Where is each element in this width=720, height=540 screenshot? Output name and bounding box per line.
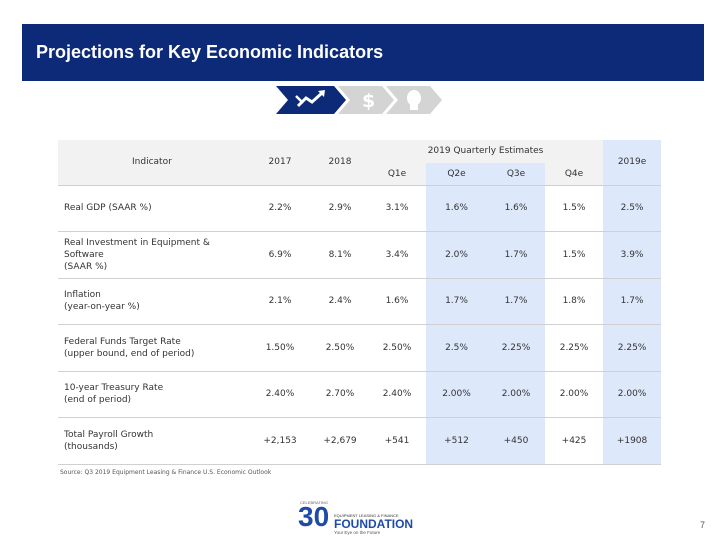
header-indicator: Indicator [58, 140, 248, 186]
cell-2019e: 1.7% [603, 278, 662, 325]
row-indicator: Inflation (year-on-year %) [58, 278, 248, 325]
logo-org-top: EQUIPMENT LEASING & FINANCE [334, 513, 399, 518]
foundation-logo: CELEBRATING 30 EQUIPMENT LEASING & FINAN… [298, 500, 428, 539]
page-title: Projections for Key Economic Indicators [36, 42, 384, 62]
page-number: 7 [700, 520, 706, 530]
cell-2019e: +1908 [603, 417, 662, 465]
table-row: 10-year Treasury Rate (end of period) 2.4… [58, 371, 662, 418]
indicators-table-wrap: Indicator 2017 2018 2019 Quarterly Estim… [58, 140, 662, 465]
cell-2019e: 3.9% [603, 231, 662, 279]
cell-2018: 8.1% [312, 231, 368, 279]
cell-q3e: 2.25% [487, 324, 545, 372]
row-indicator: Total Payroll Growth (thousands) [58, 417, 248, 465]
cell-q4e: 1.5% [545, 185, 604, 232]
logo-celebrating: CELEBRATING [300, 500, 328, 505]
cell-q1e: 3.1% [368, 185, 426, 232]
header-2019e: 2019e [603, 140, 662, 186]
row-indicator: Real Investment in Equipment & Software(… [58, 231, 248, 279]
logo-org-name: FOUNDATION [334, 517, 414, 531]
cell-2017: +2,153 [248, 417, 312, 465]
cell-2019e: 2.00% [603, 371, 662, 418]
row-indicator: Federal Funds Target Rate (upper bound, e… [58, 324, 248, 372]
cell-2018: 2.70% [312, 371, 368, 418]
cell-q2e: 1.7% [426, 278, 487, 325]
cell-q4e: 1.8% [545, 278, 604, 325]
cell-q1e: 2.50% [368, 324, 426, 372]
cell-q3e: 2.00% [487, 371, 545, 418]
cell-q2e: +512 [426, 417, 487, 465]
cell-q4e: 2.00% [545, 371, 604, 418]
cell-q3e: 1.7% [487, 278, 545, 325]
cell-q1e: 3.4% [368, 231, 426, 279]
cell-2019e: 2.25% [603, 324, 662, 372]
cell-q2e: 2.00% [426, 371, 487, 418]
cell-2017: 2.1% [248, 278, 312, 325]
cell-q2e: 2.0% [426, 231, 487, 279]
lightbulb-icon [386, 86, 442, 114]
row-indicator: 10-year Treasury Rate (end of period) [58, 371, 248, 418]
cell-2017: 2.40% [248, 371, 312, 418]
cell-2017: 2.2% [248, 185, 312, 232]
header-quarterly-group: 2019 Quarterly Estimates [368, 140, 604, 163]
trend-arrows-icon [276, 86, 346, 114]
row-indicator: Real GDP (SAAR %) [58, 185, 248, 232]
cell-2018: 2.50% [312, 324, 368, 372]
indicators-table: Indicator 2017 2018 2019 Quarterly Estim… [58, 140, 662, 465]
header-q4e: Q4e [545, 162, 604, 186]
header-q3e: Q3e [487, 162, 545, 186]
table-row: Inflation (year-on-year %) 2.1% 2.4% 1.6%… [58, 278, 662, 325]
cell-2018: +2,679 [312, 417, 368, 465]
cell-2017: 1.50% [248, 324, 312, 372]
header-2018: 2018 [312, 140, 368, 186]
cell-2018: 2.4% [312, 278, 368, 325]
header-2017: 2017 [248, 140, 312, 186]
cell-q2e: 1.6% [426, 185, 487, 232]
cell-q3e: 1.7% [487, 231, 545, 279]
cell-q3e: +450 [487, 417, 545, 465]
cell-q2e: 2.5% [426, 324, 487, 372]
source-note: Source: Q3 2019 Equipment Leasing & Fina… [60, 469, 272, 476]
cell-q4e: 1.5% [545, 231, 604, 279]
dollar-icon: $ [338, 86, 394, 114]
svg-text:$: $ [362, 90, 375, 112]
cell-q1e: 1.6% [368, 278, 426, 325]
header-q2e: Q2e [426, 162, 487, 186]
cell-q3e: 1.6% [487, 185, 545, 232]
icon-strip: $ [276, 86, 446, 114]
cell-q4e: 2.25% [545, 324, 604, 372]
cell-q1e: 2.40% [368, 371, 426, 418]
table-row: Real GDP (SAAR %) 2.2% 2.9% 3.1% 1.6% 1.… [58, 185, 662, 232]
table-row: Federal Funds Target Rate (upper bound, e… [58, 324, 662, 372]
header-q1e: Q1e [368, 162, 426, 186]
cell-2019e: 2.5% [603, 185, 662, 232]
cell-q1e: +541 [368, 417, 426, 465]
table-row: Real Investment in Equipment & Software(… [58, 231, 662, 279]
cell-2018: 2.9% [312, 185, 368, 232]
logo-tagline: Your Eye on the Future [334, 530, 381, 535]
logo-years: 30 [298, 501, 330, 532]
title-bar: Projections for Key Economic Indicators [22, 24, 704, 81]
cell-2017: 6.9% [248, 231, 312, 279]
cell-q4e: +425 [545, 417, 604, 465]
table-row: Total Payroll Growth (thousands) +2,153 +… [58, 417, 662, 465]
